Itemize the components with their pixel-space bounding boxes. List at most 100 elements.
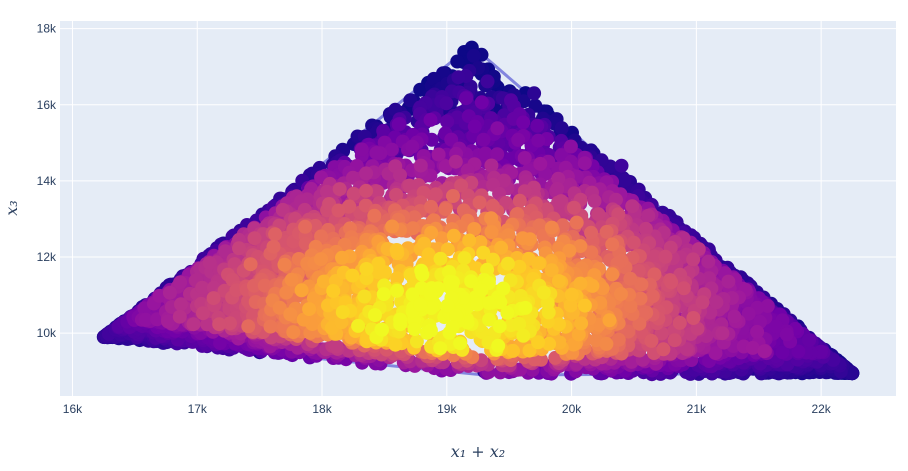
scatter-point bbox=[644, 333, 659, 348]
scatter-point bbox=[476, 132, 491, 147]
scatter-point bbox=[656, 342, 671, 357]
scatter-point bbox=[715, 326, 730, 341]
scatter-point bbox=[266, 239, 281, 254]
scatter-point bbox=[623, 271, 638, 286]
scatter-point bbox=[331, 203, 346, 218]
scatter-point bbox=[567, 200, 581, 215]
scatter-point bbox=[405, 139, 420, 154]
scatter-point bbox=[641, 208, 656, 223]
scatter-point bbox=[298, 219, 313, 234]
scatter-point bbox=[667, 333, 682, 348]
scatter-point bbox=[577, 298, 592, 313]
scatter-point bbox=[569, 215, 584, 230]
scatter-point bbox=[506, 343, 520, 358]
scatter-point bbox=[605, 237, 620, 252]
scatter-point bbox=[626, 235, 641, 250]
scatter-point bbox=[511, 132, 526, 147]
scatter-point bbox=[206, 291, 221, 306]
scatter-point bbox=[802, 333, 817, 348]
scatter-point bbox=[676, 281, 691, 296]
point-cloud bbox=[96, 40, 860, 382]
scatter-point bbox=[585, 278, 600, 293]
scatter-point bbox=[241, 319, 256, 334]
scatter-point bbox=[403, 93, 418, 108]
scatter-point bbox=[531, 133, 546, 148]
scatter-point bbox=[721, 274, 736, 289]
scatter-point bbox=[531, 256, 546, 271]
scatter-point bbox=[391, 117, 406, 132]
scatter-point bbox=[329, 339, 344, 354]
scatter-point bbox=[757, 344, 772, 359]
scatter-point bbox=[389, 243, 404, 257]
scatter-point bbox=[530, 118, 545, 133]
scatter-point bbox=[587, 194, 602, 208]
scatter-point bbox=[490, 121, 505, 136]
scatter-point bbox=[573, 276, 588, 291]
scatter-point bbox=[516, 115, 531, 130]
scatter-point bbox=[522, 232, 537, 247]
scatter-point bbox=[480, 74, 495, 89]
scatter-point bbox=[367, 208, 382, 223]
scatter-point bbox=[345, 268, 360, 283]
scatter-point bbox=[446, 189, 460, 203]
scatter-point bbox=[439, 96, 454, 111]
scatter-point bbox=[672, 315, 687, 330]
scatter-point bbox=[459, 91, 474, 106]
scatter-point bbox=[484, 158, 499, 173]
scatter-point bbox=[664, 275, 679, 290]
scatter-point bbox=[212, 317, 227, 332]
scatter-point bbox=[551, 274, 566, 289]
scatter-point bbox=[695, 295, 710, 310]
scatter-point bbox=[602, 313, 617, 328]
scatter-point bbox=[162, 285, 177, 300]
scatter-point bbox=[284, 272, 299, 287]
scatter-point bbox=[346, 186, 361, 201]
scatter-point bbox=[605, 267, 620, 282]
scatter-point bbox=[599, 224, 614, 239]
scatter-point bbox=[369, 146, 384, 160]
scatter-point bbox=[354, 142, 369, 157]
scatter-point bbox=[413, 158, 428, 173]
scatter-point bbox=[421, 247, 436, 262]
scatter-point bbox=[286, 325, 301, 340]
scatter-point bbox=[591, 207, 606, 222]
scatter-point bbox=[424, 199, 438, 214]
scatter-point bbox=[277, 257, 292, 272]
scatter-point bbox=[451, 70, 466, 85]
scatter-point bbox=[472, 195, 487, 210]
scatter-point bbox=[750, 324, 765, 339]
scatter-point bbox=[302, 302, 317, 317]
scatter-point bbox=[431, 147, 446, 162]
scatter-point bbox=[332, 182, 347, 197]
scatter-point bbox=[494, 240, 509, 255]
scatter-point bbox=[577, 156, 592, 171]
scatter-point bbox=[232, 241, 246, 256]
scatter-point bbox=[564, 287, 579, 302]
scatter-point bbox=[599, 336, 614, 351]
scatter-point bbox=[428, 187, 443, 202]
scatter-point bbox=[517, 151, 532, 165]
scatter-point bbox=[617, 173, 632, 188]
scatter-point bbox=[779, 327, 794, 342]
scatter-point bbox=[243, 257, 258, 272]
scatter-point bbox=[645, 289, 660, 304]
scatter-point bbox=[268, 227, 283, 242]
scatter-point bbox=[263, 319, 278, 334]
scatter-point bbox=[614, 287, 628, 301]
scatter-point bbox=[314, 252, 328, 267]
scatter-point bbox=[686, 252, 701, 267]
scatter-point bbox=[247, 231, 262, 246]
scatter-point bbox=[625, 199, 640, 214]
scatter-point bbox=[614, 158, 629, 173]
scatter-point bbox=[426, 71, 441, 86]
scatter-point bbox=[563, 139, 578, 154]
scatter-point bbox=[485, 198, 500, 213]
scatter-point bbox=[584, 225, 599, 240]
scatter-point bbox=[405, 221, 420, 236]
scatter-point bbox=[423, 112, 438, 127]
scatter-point bbox=[438, 202, 453, 217]
scatter-point bbox=[450, 54, 465, 69]
scatter-point bbox=[611, 332, 626, 347]
scatter-point bbox=[701, 254, 716, 269]
scatter-point bbox=[709, 295, 724, 310]
